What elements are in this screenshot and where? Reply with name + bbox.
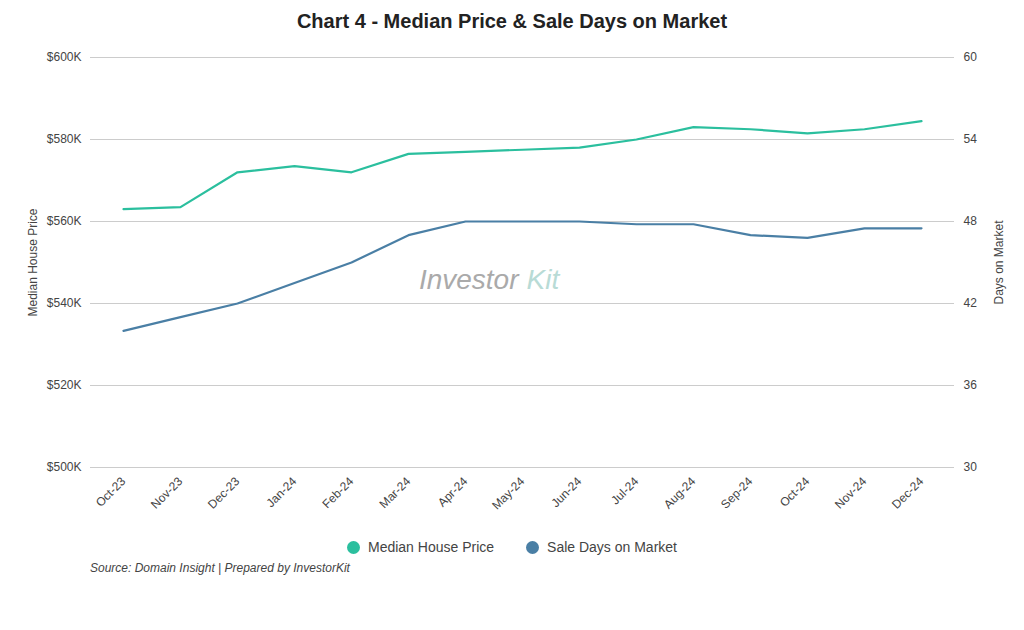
svg-text:$520K: $520K xyxy=(47,378,82,392)
svg-text:Aug-24: Aug-24 xyxy=(661,474,698,511)
svg-text:Mar-24: Mar-24 xyxy=(377,474,414,511)
svg-text:$540K: $540K xyxy=(47,296,82,310)
svg-text:54: 54 xyxy=(964,132,978,146)
svg-text:Investor: Investor xyxy=(419,264,520,295)
svg-text:Sep-24: Sep-24 xyxy=(718,474,755,511)
svg-text:Dec-24: Dec-24 xyxy=(889,474,926,511)
svg-text:Median House Price: Median House Price xyxy=(26,208,40,316)
svg-text:Jan-24: Jan-24 xyxy=(263,474,299,510)
svg-text:48: 48 xyxy=(964,214,978,228)
svg-text:$580K: $580K xyxy=(47,132,82,146)
svg-text:42: 42 xyxy=(964,296,978,310)
svg-text:Kit: Kit xyxy=(527,264,561,295)
svg-text:36: 36 xyxy=(964,378,978,392)
svg-text:Days on Market: Days on Market xyxy=(992,220,1006,305)
svg-text:Feb-24: Feb-24 xyxy=(320,474,357,511)
svg-text:Nov-24: Nov-24 xyxy=(832,474,869,511)
html-text:Sale Days on Market: Sale Days on Market xyxy=(547,539,677,555)
html-text:Median House Price: Median House Price xyxy=(368,539,494,555)
html-text:Source: Domain Insight | Prepa: Source: Domain Insight | Prepared by Inv… xyxy=(90,561,350,575)
svg-text:$560K: $560K xyxy=(47,214,82,228)
svg-text:Apr-24: Apr-24 xyxy=(435,474,471,510)
svg-text:Jun-24: Jun-24 xyxy=(548,474,584,510)
svg-text:Nov-23: Nov-23 xyxy=(148,474,185,511)
svg-text:$500K: $500K xyxy=(47,460,82,474)
svg-text:May-24: May-24 xyxy=(489,474,527,512)
html-text:Chart 4 - Median Price & Sale: Chart 4 - Median Price & Sale Days on Ma… xyxy=(296,10,728,32)
svg-text:60: 60 xyxy=(964,50,978,64)
svg-text:Oct-24: Oct-24 xyxy=(777,474,813,510)
svg-text:Jul-24: Jul-24 xyxy=(608,474,641,507)
svg-text:30: 30 xyxy=(964,460,978,474)
svg-text:$600K: $600K xyxy=(47,50,82,64)
svg-text:Dec-23: Dec-23 xyxy=(205,474,242,511)
svg-text:Oct-23: Oct-23 xyxy=(93,474,129,510)
